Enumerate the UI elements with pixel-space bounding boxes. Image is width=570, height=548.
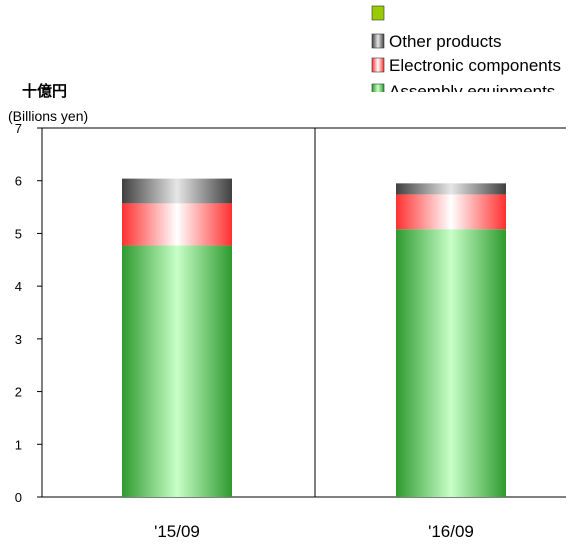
y-axis-label-japanese: 十億円 bbox=[22, 82, 67, 100]
legend-entries: Other products Electronic components Assem… bbox=[371, 5, 561, 101]
legend-swatch bbox=[371, 5, 385, 21]
y-axis-ticks: 0 1 2 3 4 5 6 7 bbox=[15, 121, 42, 505]
legend-swatch bbox=[371, 57, 385, 73]
bar-segment-other-products bbox=[122, 178, 232, 204]
x-tick-label: '15/09 bbox=[154, 522, 200, 541]
bar-segment-electronic-components bbox=[122, 203, 232, 246]
y-tick-label: 0 bbox=[15, 490, 22, 505]
y-tick-label: 5 bbox=[15, 226, 22, 241]
x-tick-label: '16/09 bbox=[428, 522, 474, 541]
legend-swatch bbox=[371, 33, 385, 49]
legend-label: Other products bbox=[389, 32, 501, 51]
bars-group bbox=[122, 178, 506, 497]
bar-segment-assembly-equipments bbox=[122, 245, 232, 497]
bar-segment-other-products bbox=[396, 183, 506, 195]
legend: Other products Electronic components Assem… bbox=[371, 5, 561, 101]
bar-segment-electronic-components bbox=[396, 194, 506, 230]
y-axis-label-english: (Billions yen) bbox=[8, 108, 88, 124]
legend-swatch bbox=[371, 83, 385, 92]
y-tick-label: 4 bbox=[15, 279, 22, 294]
x-axis-ticks: '15/09 '16/09 bbox=[154, 522, 474, 541]
y-tick-label: 2 bbox=[15, 385, 22, 400]
y-tick-label: 7 bbox=[15, 121, 22, 136]
y-tick-label: 3 bbox=[15, 332, 22, 347]
y-tick-label: 1 bbox=[15, 437, 22, 452]
legend-label: Assembly equipments bbox=[389, 82, 555, 101]
bar-segment-assembly-equipments bbox=[396, 229, 506, 497]
legend-label: Electronic components bbox=[389, 56, 561, 75]
y-tick-label: 6 bbox=[15, 174, 22, 189]
